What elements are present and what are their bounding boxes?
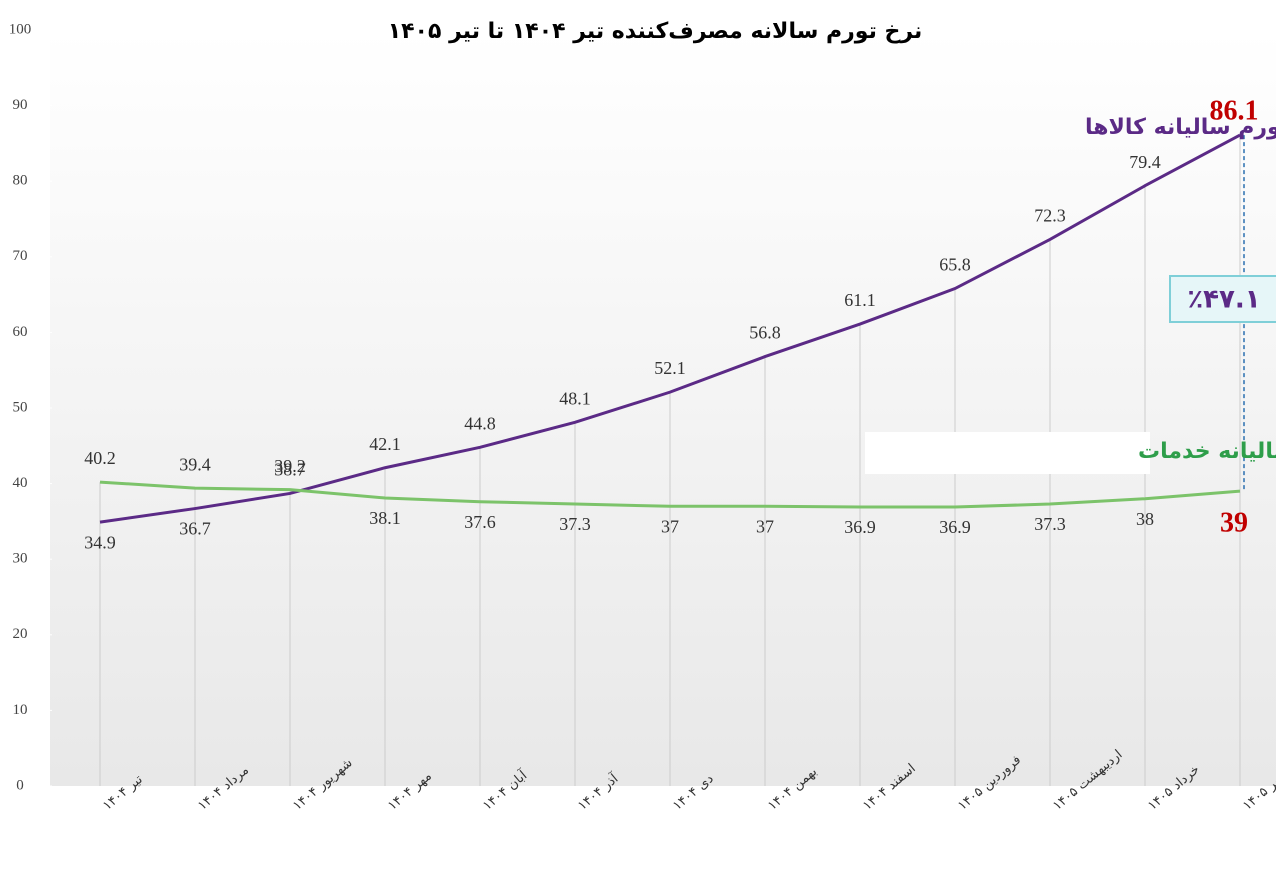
value-label: 48.1 bbox=[559, 388, 591, 408]
label-bg bbox=[865, 432, 1150, 474]
value-label: 37.3 bbox=[1034, 514, 1066, 534]
value-label: 36.7 bbox=[179, 519, 211, 539]
value-label: 39.4 bbox=[179, 454, 211, 474]
value-label: 37.6 bbox=[464, 512, 496, 532]
value-label: 40.2 bbox=[84, 448, 116, 468]
value-label: 44.8 bbox=[464, 413, 496, 433]
value-label: 61.1 bbox=[844, 290, 876, 310]
annotation-box bbox=[1169, 275, 1276, 323]
value-label: 38.7 bbox=[274, 460, 306, 480]
y-tick-label: 30 bbox=[13, 551, 28, 567]
y-tick-label: 50 bbox=[13, 399, 28, 415]
value-label: 37 bbox=[661, 516, 679, 536]
value-label: 38 bbox=[1136, 509, 1154, 529]
y-tick-label: 40 bbox=[13, 475, 28, 491]
plot-bg bbox=[50, 30, 1276, 786]
chart-title: نرخ تورم سالانه مصرف‌کننده تیر ۱۴۰۴ تا ت… bbox=[388, 19, 923, 44]
value-label: 86.1 bbox=[1210, 96, 1259, 127]
value-label: 34.9 bbox=[84, 532, 116, 552]
value-label: 52.1 bbox=[654, 358, 686, 378]
annotation: ٪۴۷.۱ bbox=[1187, 285, 1260, 315]
value-label: 37.3 bbox=[559, 514, 591, 534]
value-label: 79.4 bbox=[1129, 152, 1161, 172]
value-label: 38.1 bbox=[369, 508, 401, 528]
y-tick-label: 20 bbox=[13, 626, 28, 642]
value-label: 39 bbox=[1220, 508, 1248, 539]
y-tick-label: 10 bbox=[13, 702, 28, 718]
series-line bbox=[99, 133, 1241, 524]
series-label: نرخ تورم سالیانه خدمات bbox=[1138, 439, 1276, 464]
y-tick-label: 80 bbox=[13, 173, 28, 189]
value-label: 36.9 bbox=[844, 517, 876, 537]
y-tick-label: 70 bbox=[13, 248, 28, 264]
series-label: نرخ تورم سالیانه کالاها bbox=[1085, 115, 1276, 140]
y-tick-label: 60 bbox=[13, 324, 28, 340]
value-label: 56.8 bbox=[749, 323, 781, 343]
y-tick-label: 90 bbox=[13, 97, 28, 113]
value-label: 72.3 bbox=[1034, 206, 1066, 226]
series-line bbox=[99, 480, 1241, 509]
y-tick-label: 0 bbox=[16, 777, 24, 793]
value-label: 39.2 bbox=[274, 456, 306, 476]
y-tick-label: 100 bbox=[9, 21, 32, 37]
value-label: 37 bbox=[756, 516, 774, 536]
value-label: 36.9 bbox=[939, 517, 971, 537]
value-label: 65.8 bbox=[939, 255, 971, 275]
value-label: 42.1 bbox=[369, 434, 401, 454]
